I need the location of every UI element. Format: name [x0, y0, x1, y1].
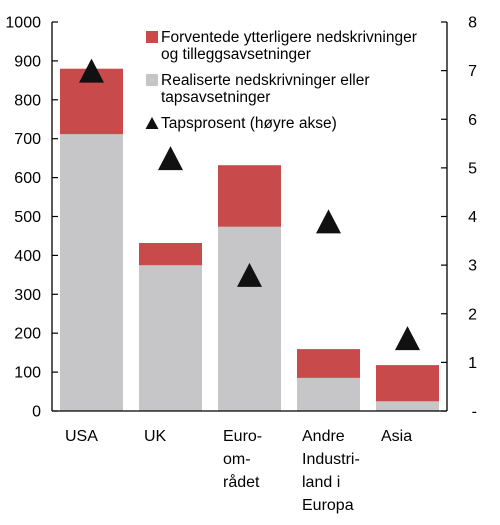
- bar-segment-realised-4: [376, 401, 439, 411]
- loss-rate-marker-0: [79, 58, 104, 83]
- legend-label-2-line-0: Tapsprosent (høyre akse): [161, 115, 337, 132]
- category-label-3-line-2: land i: [302, 474, 340, 491]
- legend-key-0: [146, 31, 158, 43]
- right-tick-label-4: 4: [468, 209, 477, 226]
- legend-label-0-line-0: Forventede ytterligere nedskrivninger: [161, 29, 417, 46]
- left-tick-label-0: 0: [32, 404, 41, 421]
- bar-segment-expected-3: [297, 349, 360, 378]
- loss-rate-marker-2: [237, 262, 262, 287]
- bar-segment-realised-3: [297, 377, 360, 411]
- loss-rate-marker-3: [316, 209, 341, 234]
- right-tick-label-3: 3: [468, 258, 477, 275]
- left-tick-label-3: 300: [14, 287, 41, 304]
- bar-segment-realised-1: [139, 265, 202, 411]
- left-tick-label-5: 500: [14, 209, 41, 226]
- category-label-2-line-0: Euro-: [223, 428, 262, 445]
- right-tick-label-2: 2: [468, 306, 477, 323]
- right-tick-label-0: -: [472, 404, 477, 421]
- legend: Forventede ytterligere nedskrivningerog …: [145, 29, 417, 132]
- loss-rate-marker-1: [158, 146, 183, 171]
- right-tick-label-5: 5: [468, 160, 477, 177]
- category-label-3-line-1: Industri-: [302, 451, 360, 468]
- category-label-3-line-0: Andre: [302, 428, 345, 445]
- left-tick-label-6: 600: [14, 170, 41, 187]
- legend-key-1: [146, 74, 158, 86]
- bar-segment-realised-0: [60, 134, 123, 411]
- left-tick-label-8: 800: [14, 92, 41, 109]
- left-tick-label-4: 400: [14, 248, 41, 265]
- category-labels: USA UK Euro-om-rådet Andre Industri-land i Eu…: [65, 428, 412, 514]
- right-tick-label-1: 1: [468, 355, 477, 372]
- loss-rate-markers: [79, 58, 420, 351]
- legend-label-0-line-1: og tilleggsavsetninger: [161, 46, 311, 63]
- bar-segment-expected-1: [139, 243, 202, 266]
- left-tick-label-9: 900: [14, 53, 41, 70]
- bar-segment-expected-4: [376, 365, 439, 402]
- tick-labels: 0 100 200 300 400 500 600 700 800 900 1000 - 1 2 3 4 5 6 7…: [5, 15, 477, 421]
- axes: [51, 21, 448, 412]
- bars: [60, 68, 439, 411]
- category-label-2-line-1: om-: [223, 451, 251, 468]
- left-tick-label-7: 700: [14, 131, 41, 148]
- legend-key-2: [145, 117, 159, 129]
- right-tick-label-8: 8: [468, 15, 477, 32]
- bar-segment-realised-2: [218, 226, 281, 411]
- legend-label-1-line-0: Realiserte nedskrivninger eller: [161, 72, 370, 89]
- loss-rate-marker-4: [395, 326, 420, 351]
- category-label-3-line-3: Europa: [302, 497, 354, 514]
- left-tick-label-10: 1000: [5, 15, 41, 32]
- category-label-2-line-2: rådet: [223, 473, 260, 491]
- bar-segment-expected-2: [218, 165, 281, 227]
- left-tick-label-2: 200: [14, 326, 41, 343]
- legend-label-1-line-1: tapsavsetninger: [161, 89, 270, 106]
- right-tick-label-7: 7: [468, 63, 477, 80]
- right-tick-label-6: 6: [468, 112, 477, 129]
- category-label-0-line-0: USA: [65, 428, 98, 445]
- category-label-1-line-0: UK: [144, 428, 167, 445]
- category-label-4-line-0: Asia: [381, 428, 412, 445]
- left-tick-label-1: 100: [14, 365, 41, 382]
